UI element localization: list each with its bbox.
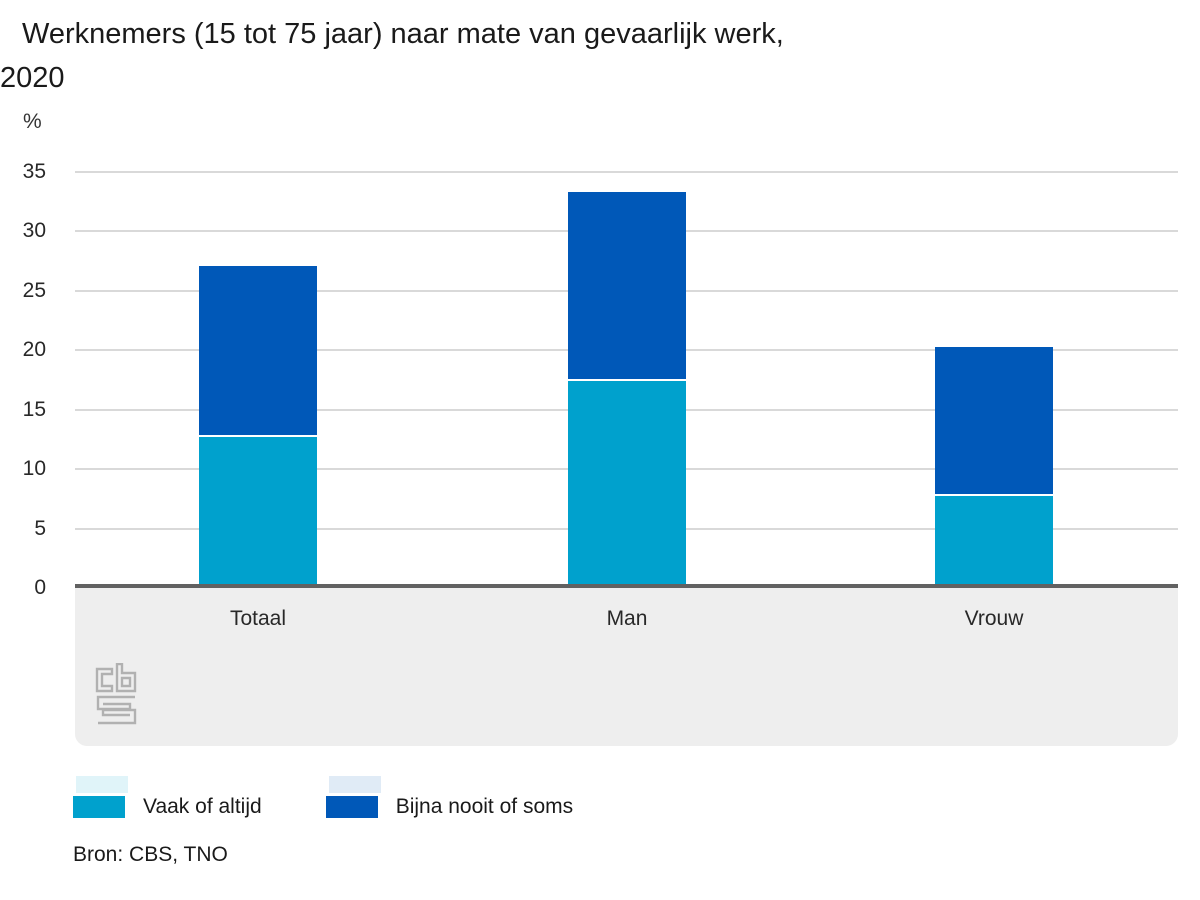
y-tick-label-25: 25 [22,278,46,302]
category-panel [75,588,1178,746]
y-tick-label-15: 15 [22,397,46,421]
segment-divider [935,494,1053,496]
y-axis-unit-label: % [23,110,42,133]
x-axis-label-man: Man [606,607,648,630]
bar-man-segment-bijna-nooit-of-soms[interactable] [568,192,686,379]
legend-swatch-bijna-nooit-of-soms [325,775,381,818]
bar-man-segment-vaak-of-altijd[interactable] [568,381,686,588]
y-tick-label-0: 0 [34,576,46,599]
y-tick-label-10: 10 [22,457,46,481]
bar-totaal-segment-bijna-nooit-of-soms[interactable] [199,266,317,435]
x-axis-line [75,584,1178,588]
bar-vrouw-segment-bijna-nooit-of-soms[interactable] [935,347,1053,494]
chart-title: Werknemers (15 tot 75 jaar) naar mate va… [0,12,1000,100]
chart-title-line2: 2020 [0,62,65,94]
x-axis-label-vrouw: Vrouw [964,607,1024,630]
legend-label: Vaak of altijd [143,795,262,818]
segment-divider [199,435,317,437]
cbs-logo-icon [95,663,137,725]
bar-vrouw-segment-vaak-of-altijd[interactable] [935,496,1053,588]
y-tick-label-30: 30 [22,219,46,243]
y-tick-label-5: 5 [34,516,46,540]
legend-item-vaak-of-altijd[interactable]: Vaak of altijd [73,775,262,818]
chart-title-line1: Werknemers (15 tot 75 jaar) naar mate va… [22,18,784,50]
gridline-35 [75,171,1178,173]
bar-vrouw [935,347,1053,588]
legend: Vaak of altijd Bijna nooit of soms [73,775,574,818]
bar-man [568,192,686,588]
y-tick-label-20: 20 [22,338,46,362]
legend-label: Bijna nooit of soms [395,795,574,818]
y-tick-label-35: 35 [22,160,46,183]
legend-item-bijna-nooit-of-soms[interactable]: Bijna nooit of soms [325,775,574,818]
source-text: Bron: CBS, TNO [73,843,228,866]
bar-totaal [199,266,317,588]
x-axis-label-totaal: Totaal [229,607,287,630]
legend-swatch-vaak-of-altijd [73,775,128,818]
segment-divider [568,379,686,381]
bar-totaal-segment-vaak-of-altijd[interactable] [199,437,317,588]
